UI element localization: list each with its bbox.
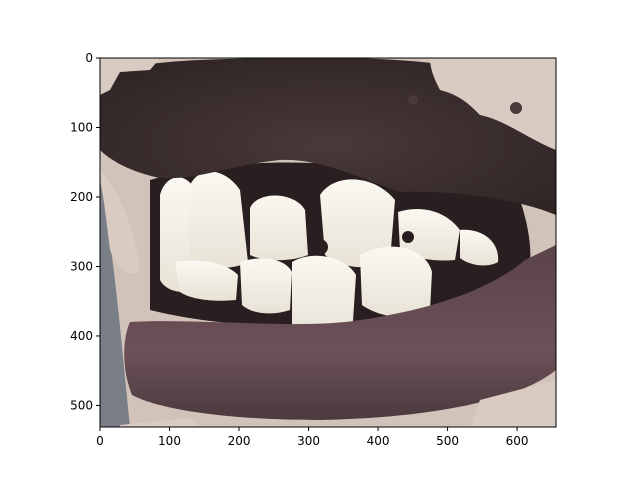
- x-tick-label: 0: [96, 434, 104, 448]
- x-tick-label: 100: [158, 434, 181, 448]
- lower-teeth: [175, 246, 432, 338]
- y-tick-label: 300: [70, 259, 93, 273]
- y-tick-label: 500: [70, 398, 93, 412]
- x-tick-label: 300: [297, 434, 320, 448]
- x-tick-label: 600: [506, 434, 529, 448]
- y-tick-label: 200: [70, 190, 93, 204]
- y-tick-label: 0: [85, 51, 93, 65]
- y-tick-label: 400: [70, 329, 93, 343]
- upper-lip: [100, 58, 556, 215]
- lower-lip: [124, 245, 556, 420]
- skin-patches: [100, 58, 556, 427]
- photo: [100, 58, 556, 427]
- x-tick-label: 400: [367, 434, 390, 448]
- y-tick-label: 100: [70, 120, 93, 134]
- x-tick-label: 500: [436, 434, 459, 448]
- plot-frame: [99, 57, 557, 428]
- x-axis-ticks: 0 100 200 300 400 500 600: [96, 427, 529, 448]
- y-axis-ticks: 0 100 200 300 400 500: [70, 51, 100, 412]
- x-tick-label: 200: [228, 434, 251, 448]
